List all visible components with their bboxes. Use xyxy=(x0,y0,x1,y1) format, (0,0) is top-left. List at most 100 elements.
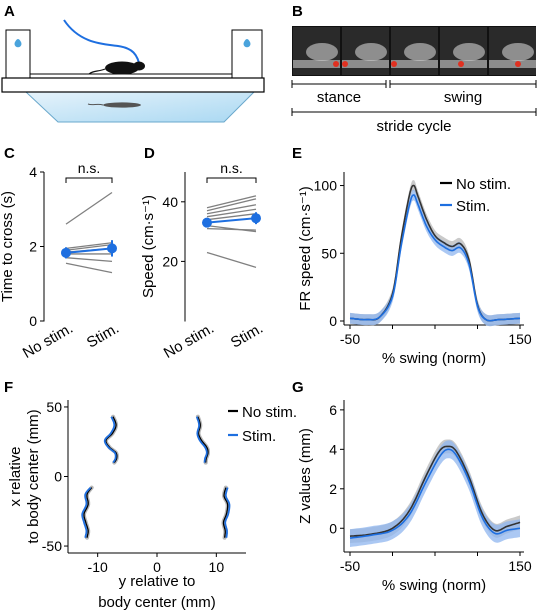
mouse-silhouette xyxy=(502,43,534,61)
series-line xyxy=(349,184,521,322)
individual-animal-line xyxy=(206,208,257,218)
series-line xyxy=(349,445,521,537)
paw-marker xyxy=(458,61,464,67)
y-tick-label: 0 xyxy=(54,469,62,485)
x-tick-label: 150 xyxy=(508,558,532,574)
significance-label: n.s. xyxy=(220,160,243,176)
x-axis-label: % swing (norm) xyxy=(382,350,486,367)
legend-label: No stim. xyxy=(242,404,297,421)
panel-label-e: E xyxy=(292,145,302,162)
individual-animal-line xyxy=(65,191,113,225)
x-tick-label: -50 xyxy=(340,331,360,347)
chart-time-to-cross: 024 n.s.No stim. Stim.Time to cross (s) xyxy=(0,160,122,362)
walkway-strip xyxy=(489,60,536,68)
individual-animal-line xyxy=(65,242,113,250)
legend-label: Stim. xyxy=(242,428,276,445)
y-axis-label-line2: to body center (mm) xyxy=(25,409,42,543)
walkway-strip xyxy=(342,60,389,68)
mean-point xyxy=(61,247,71,258)
paw-trajectory xyxy=(105,416,118,463)
mean-line xyxy=(206,217,257,224)
reflection-tail xyxy=(87,103,104,106)
chart-z-values: 0 2 4 6 -50 150 % swing (norm) Z values (mm) xyxy=(297,400,532,594)
paw-trajectory xyxy=(195,416,208,463)
x-tick-label: -50 xyxy=(340,558,360,574)
paw-trajectory xyxy=(224,487,231,538)
panel-label-b: B xyxy=(292,3,303,20)
paw-trajectory xyxy=(83,487,93,538)
individual-animal-line xyxy=(206,198,257,212)
mouse-silhouette xyxy=(453,43,485,61)
paw-marker xyxy=(515,61,521,67)
mean-point xyxy=(251,213,261,224)
chart-paw-trajectories: 50 0 -50 -10 0 10 x relative to body center (mm… xyxy=(7,399,297,611)
paw-trajectory xyxy=(103,416,117,464)
platform-base xyxy=(1,77,265,93)
mean-point xyxy=(107,243,117,254)
mouse-icon xyxy=(105,61,139,75)
y-tick-label: 2 xyxy=(329,481,337,497)
x-category-label: Stim. xyxy=(228,320,266,352)
x-tick-label: -10 xyxy=(88,559,108,575)
panel-label-c: C xyxy=(4,145,15,162)
stride-cycle-label: stride cycle xyxy=(376,118,451,135)
panel-label-g: G xyxy=(292,379,304,396)
mouse-reflection xyxy=(103,102,141,108)
legend-label: No stim. xyxy=(456,176,511,193)
chart-speed: 20 40 n.s. No stim. Stim. Speed (cm·s⁻¹) xyxy=(140,160,266,362)
mouse-silhouette xyxy=(355,43,387,61)
individual-animal-line xyxy=(65,257,113,263)
y-tick-label: 6 xyxy=(329,402,337,418)
y-tick-label: 20 xyxy=(162,253,178,269)
y-axis-label-line1: x relative xyxy=(7,446,24,506)
individual-animal-line xyxy=(206,227,257,231)
significance-bracket xyxy=(65,177,113,183)
optic-fiber xyxy=(63,19,141,69)
glass-floor xyxy=(24,91,256,123)
water-drop-icon xyxy=(14,39,22,48)
individual-animal-line xyxy=(65,262,113,274)
panel-label-f: F xyxy=(4,379,13,396)
y-tick-label: -50 xyxy=(42,538,62,554)
individual-animal-line xyxy=(206,213,257,221)
significance-label: n.s. xyxy=(78,160,101,176)
individual-animal-line xyxy=(206,251,257,268)
x-axis-label-line2: body center (mm) xyxy=(98,594,216,611)
y-tick-label: 4 xyxy=(329,441,337,457)
right-water-box xyxy=(231,29,263,79)
x-tick-label: 0 xyxy=(153,559,161,575)
stance-label: stance xyxy=(317,89,361,106)
individual-animal-line xyxy=(206,224,257,233)
chart-fr-speed: 0 50 100 -50 150 % swing (norm) FR speed (cm·s… xyxy=(297,172,532,367)
y-axis-label: Z values (mm) xyxy=(297,428,314,524)
individual-animal-line xyxy=(65,243,113,251)
individual-animal-line xyxy=(206,204,257,215)
swing-label: swing xyxy=(444,89,482,106)
y-tick-label: 0 xyxy=(329,313,337,329)
mouse-tail xyxy=(88,68,106,75)
walkway-strip xyxy=(391,60,438,68)
paw-trajectory xyxy=(222,487,229,538)
water-drop-icon xyxy=(243,39,251,48)
mouse-head xyxy=(133,61,145,71)
y-tick-label: 0 xyxy=(29,313,37,329)
mean-point xyxy=(202,217,212,228)
walkway-strip xyxy=(293,60,340,68)
y-tick-label: 2 xyxy=(29,239,37,255)
x-tick-label: 10 xyxy=(209,559,225,575)
mouse-silhouette xyxy=(404,43,436,61)
confidence-band xyxy=(350,189,520,327)
y-tick-label: 4 xyxy=(29,164,37,180)
y-axis-label: Time to cross (s) xyxy=(0,191,16,302)
panel-label-d: D xyxy=(144,145,155,162)
series-line xyxy=(349,448,521,539)
y-tick-label: 40 xyxy=(162,194,178,210)
significance-bracket xyxy=(206,177,257,183)
x-category-label: Stim. xyxy=(84,320,122,352)
mean-line xyxy=(65,247,113,254)
individual-animal-line xyxy=(206,195,257,209)
x-category-label: No stim. xyxy=(161,320,217,362)
paw-marker xyxy=(333,61,339,67)
y-tick-label: 0 xyxy=(329,520,337,536)
